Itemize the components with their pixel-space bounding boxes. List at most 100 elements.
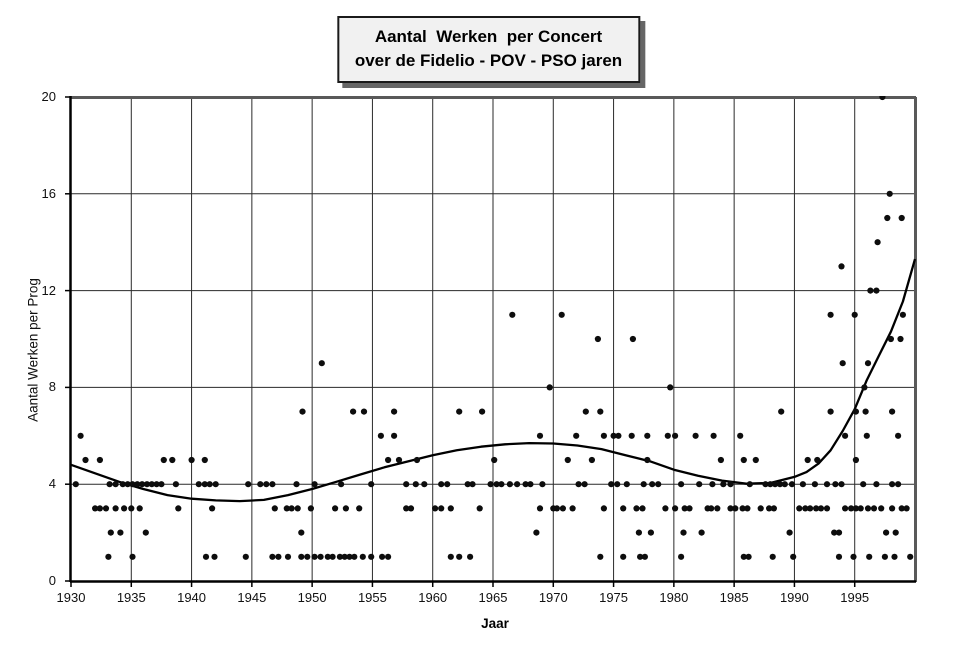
- data-point: [391, 432, 398, 439]
- data-point: [341, 553, 348, 560]
- data-point: [350, 408, 357, 415]
- data-point: [863, 432, 870, 439]
- data-point: [139, 481, 146, 488]
- data-point: [817, 505, 825, 512]
- data-point: [269, 553, 276, 560]
- data-point: [623, 481, 630, 488]
- data-point: [838, 263, 845, 270]
- data-point: [377, 432, 384, 439]
- data-point: [569, 505, 576, 512]
- data-point: [195, 481, 202, 488]
- data-point: [201, 481, 208, 488]
- data-point: [644, 456, 651, 464]
- data-point: [172, 481, 179, 488]
- data-point: [329, 553, 336, 560]
- data-point: [664, 432, 671, 439]
- data-point: [633, 505, 640, 512]
- data-point: [275, 553, 282, 560]
- data-point: [681, 505, 688, 512]
- data-point: [160, 456, 167, 464]
- data-point: [245, 481, 252, 488]
- x-tick-label: 1940: [177, 590, 207, 605]
- data-point: [708, 505, 715, 512]
- x-tick-label: 1950: [297, 590, 327, 605]
- data-point: [169, 456, 176, 464]
- data-point: [493, 481, 500, 488]
- data-point: [804, 456, 811, 464]
- data-point: [769, 553, 776, 560]
- data-point: [536, 505, 544, 512]
- data-point: [346, 553, 353, 560]
- data-point: [614, 481, 621, 488]
- data-point: [136, 505, 143, 512]
- y-tick-label: 12: [41, 282, 56, 298]
- data-point: [649, 481, 656, 488]
- data-point: [610, 432, 617, 439]
- data-point: [883, 529, 890, 536]
- data-point: [206, 481, 213, 488]
- data-point: [899, 311, 907, 318]
- data-point: [188, 456, 195, 464]
- data-point: [680, 529, 687, 536]
- data-point: [257, 481, 264, 488]
- data-point: [831, 529, 838, 536]
- data-point: [360, 408, 368, 415]
- data-point: [886, 190, 893, 197]
- data-point: [835, 529, 843, 536]
- data-point: [852, 456, 860, 464]
- data-point: [639, 505, 646, 512]
- data-point: [304, 553, 311, 560]
- data-point: [175, 505, 182, 512]
- data-point: [299, 408, 306, 415]
- data-point: [772, 481, 779, 488]
- data-point: [124, 481, 131, 488]
- data-point: [796, 505, 803, 512]
- x-tick-label: 1955: [357, 590, 387, 605]
- data-point: [891, 553, 898, 560]
- data-point: [852, 408, 860, 415]
- data-point: [263, 481, 270, 488]
- x-tick-label: 1930: [56, 590, 86, 605]
- data-point: [662, 505, 669, 512]
- data-point: [879, 96, 886, 101]
- y-tick-label: 20: [41, 89, 56, 104]
- data-point: [903, 505, 910, 512]
- data-point: [739, 505, 746, 512]
- data-point: [72, 481, 79, 488]
- data-point: [332, 505, 339, 512]
- data-point: [895, 432, 902, 439]
- data-point: [403, 481, 410, 488]
- data-point: [506, 481, 513, 488]
- x-tick-label: 1965: [478, 590, 508, 605]
- data-point: [106, 481, 113, 488]
- plot-canvas: [65, 96, 917, 587]
- data-point: [317, 553, 324, 560]
- data-point: [898, 214, 905, 222]
- data-point: [112, 505, 119, 512]
- data-point: [142, 529, 149, 536]
- x-tick-label: 1970: [538, 590, 568, 605]
- data-point: [368, 553, 375, 560]
- data-point: [781, 481, 788, 488]
- data-point: [407, 505, 415, 512]
- data-point: [788, 481, 796, 488]
- data-point: [379, 553, 386, 560]
- data-point: [898, 505, 905, 512]
- data-point: [283, 505, 290, 512]
- data-point: [558, 311, 565, 318]
- y-tick-label: 16: [41, 185, 56, 201]
- data-point: [421, 481, 428, 488]
- data-point: [873, 481, 880, 488]
- data-point: [762, 481, 769, 488]
- data-point: [696, 481, 703, 488]
- data-point: [629, 335, 637, 343]
- data-point: [889, 481, 896, 488]
- data-point: [709, 481, 716, 488]
- data-point: [714, 505, 721, 512]
- data-point: [498, 481, 505, 488]
- data-point: [776, 481, 784, 488]
- data-point: [368, 481, 375, 488]
- data-point: [128, 505, 135, 512]
- data-point: [655, 481, 662, 488]
